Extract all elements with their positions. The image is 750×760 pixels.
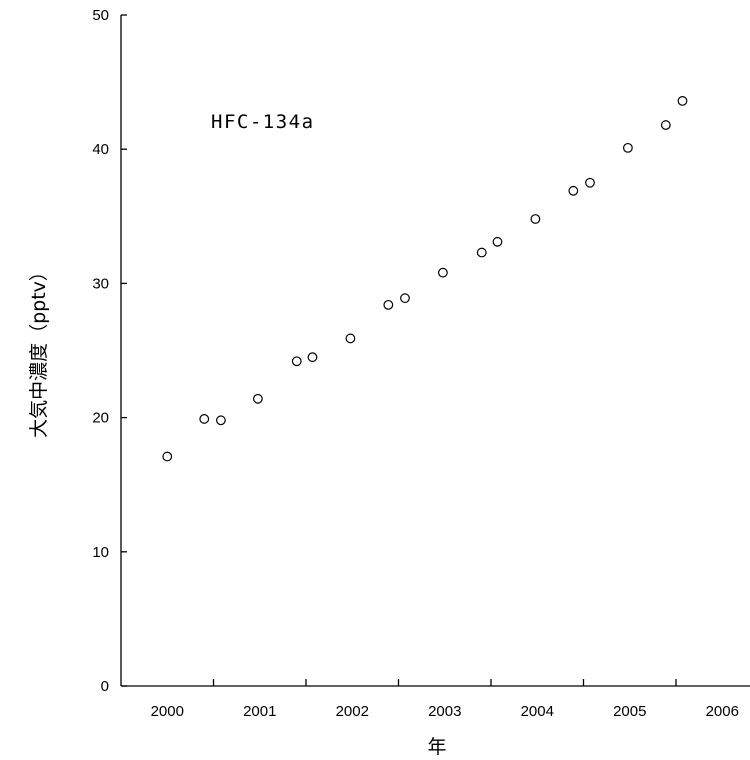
y-tick-label: 30: [92, 275, 109, 292]
y-axis-title: 大気中濃度（pptv）: [28, 262, 50, 438]
x-tick-label: 2003: [428, 703, 461, 720]
x-tick-label: 2006: [706, 703, 739, 720]
data-point: [623, 142, 633, 153]
data-point: [162, 451, 173, 462]
x-tick-label: 2005: [613, 703, 646, 720]
data-point: [199, 414, 210, 424]
data-point: [677, 95, 688, 106]
data-point: [400, 293, 410, 304]
y-tick-label: 20: [92, 410, 109, 427]
x-tick-label: 2002: [336, 703, 369, 720]
y-tick-label: 10: [92, 544, 109, 561]
x-tick-label: 2001: [243, 703, 276, 720]
data-point: [307, 352, 318, 363]
y-ticks: 0 10 20 30 40 50: [92, 7, 127, 695]
x-axis-title: 年: [427, 736, 446, 758]
x-tick-label: 2000: [151, 703, 184, 720]
data-point: [568, 185, 579, 196]
y-tick-label: 40: [92, 141, 109, 158]
data-point: [476, 247, 487, 258]
series-annotation: HFC-134a: [211, 111, 315, 133]
axes: [120, 15, 750, 687]
y-tick-label: 0: [101, 678, 109, 695]
data-point: [660, 120, 671, 130]
data-points: [162, 95, 688, 462]
data-point: [252, 393, 263, 404]
data-point: [345, 333, 356, 344]
data-point: [585, 177, 595, 188]
y-tick-label: 50: [92, 7, 109, 24]
data-point: [291, 356, 302, 367]
x-tick-label: 2004: [521, 703, 554, 720]
data-point: [438, 267, 448, 278]
data-point: [215, 415, 226, 426]
data-point: [530, 214, 541, 224]
data-point: [383, 299, 394, 310]
data-point: [492, 236, 503, 247]
x-ticks: 2000 2001 2002 2003 2004 2005 2006: [151, 679, 739, 720]
